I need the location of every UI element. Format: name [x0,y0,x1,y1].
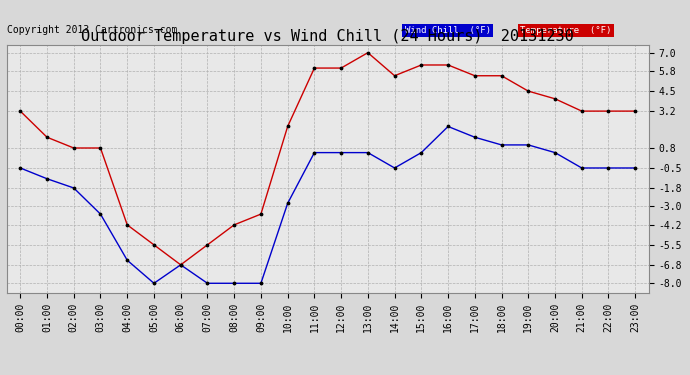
Title: Outdoor Temperature vs Wind Chill (24 Hours)  20131230: Outdoor Temperature vs Wind Chill (24 Ho… [81,29,574,44]
Text: Temperature  (°F): Temperature (°F) [520,26,611,35]
Text: Copyright 2013 Cartronics.com: Copyright 2013 Cartronics.com [7,25,177,35]
Text: Wind Chill  (°F): Wind Chill (°F) [405,26,491,35]
